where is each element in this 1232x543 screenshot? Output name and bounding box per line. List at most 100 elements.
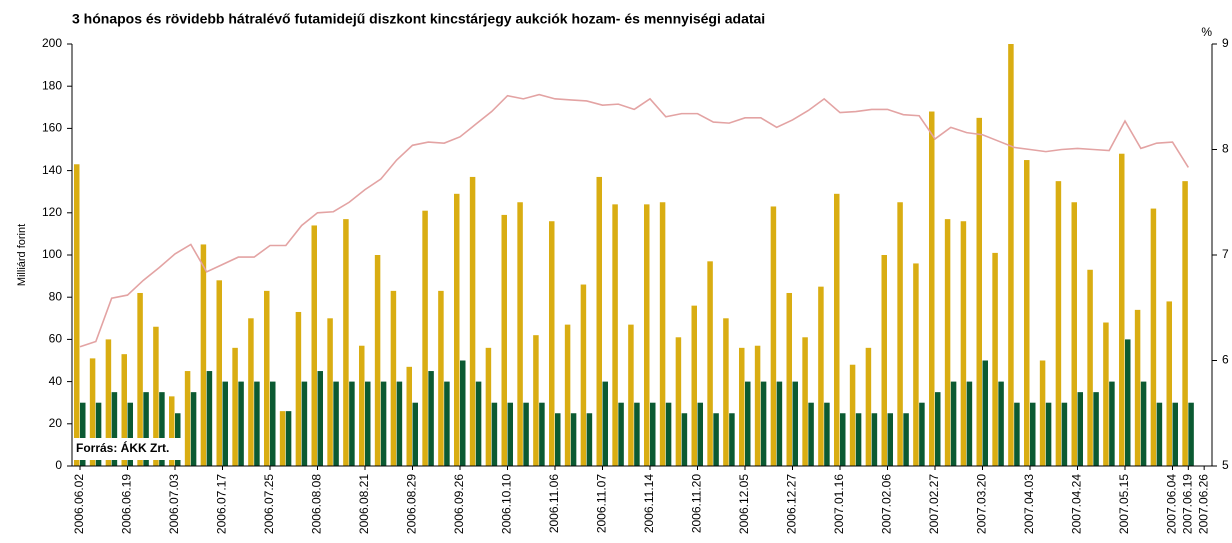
bar (469, 176, 476, 466)
bar (760, 381, 767, 466)
x-tick-label: 2006.08.29 (405, 474, 419, 534)
bar (264, 290, 270, 466)
bar (675, 337, 682, 466)
bar (976, 117, 982, 466)
bar (849, 364, 856, 466)
bar (770, 206, 777, 466)
y-tick-label: 180 (42, 78, 62, 92)
bar (723, 318, 729, 466)
bar (570, 413, 577, 466)
bar (190, 392, 197, 466)
bar (248, 318, 254, 466)
bar (1008, 44, 1014, 466)
bar (460, 360, 466, 466)
y-tick-label: 200 (42, 36, 62, 50)
bar (327, 318, 333, 466)
bar (865, 347, 872, 466)
y2-tick-label: 8 (1222, 142, 1229, 156)
bar (349, 381, 355, 466)
bar (944, 219, 951, 466)
bar (143, 392, 149, 466)
bar (406, 366, 412, 466)
y-tick-label: 120 (42, 205, 62, 219)
bar (121, 354, 127, 466)
bar (517, 202, 523, 466)
bar (982, 360, 988, 466)
bar (485, 347, 492, 466)
bar (881, 255, 887, 466)
bar (396, 381, 403, 466)
bar (1045, 402, 1052, 466)
bar (254, 381, 260, 466)
bar (501, 214, 507, 466)
bar (359, 345, 365, 466)
bar (159, 392, 165, 466)
bar (1039, 360, 1046, 466)
bar (1150, 208, 1157, 466)
bar (802, 337, 808, 466)
y2-tick-label: 7 (1222, 247, 1229, 261)
bar (950, 381, 957, 466)
x-tick-label: 2007.06.19 (1181, 474, 1195, 534)
bar (818, 286, 824, 466)
bar (1014, 402, 1020, 466)
bar (127, 402, 133, 466)
bar (713, 413, 719, 466)
bar (1125, 339, 1131, 466)
bar (1103, 322, 1109, 466)
x-tick-label: 2007.02.27 (927, 474, 941, 534)
bar (618, 402, 624, 466)
bar (1055, 181, 1062, 466)
bar (887, 413, 893, 466)
bar (840, 413, 846, 466)
y-tick-label: 160 (42, 121, 62, 135)
bar (1182, 181, 1188, 466)
y2-axis-label: % (1201, 25, 1212, 39)
x-tick-label: 2006.10.10 (500, 474, 514, 534)
bar (960, 221, 967, 466)
bar (1188, 402, 1194, 466)
y-tick-label: 140 (42, 163, 62, 177)
bar (1087, 269, 1093, 466)
bar (206, 371, 213, 466)
bar (707, 261, 713, 466)
bar (992, 252, 998, 466)
bar (1109, 381, 1115, 466)
bar (665, 402, 672, 466)
bar (380, 381, 387, 466)
bar (745, 381, 751, 466)
bar (564, 324, 571, 466)
bar (111, 392, 118, 466)
x-tick-label: 2006.06.02 (72, 474, 86, 534)
y-tick-label: 100 (42, 247, 62, 261)
bar (871, 413, 878, 466)
x-tick-label: 2007.04.03 (1022, 474, 1036, 534)
bar (216, 280, 222, 466)
bar (333, 381, 339, 466)
bar (412, 402, 418, 466)
bar (295, 311, 302, 466)
bar (374, 255, 381, 466)
bar (365, 381, 371, 466)
bar (238, 381, 244, 466)
bar (786, 292, 792, 466)
bar (834, 193, 840, 466)
bar (285, 411, 292, 466)
bar (628, 324, 634, 466)
bar (1166, 301, 1172, 466)
x-tick-label: 2007.04.24 (1070, 474, 1084, 534)
bar (1024, 160, 1030, 467)
bar (824, 402, 830, 466)
bar (855, 413, 862, 466)
bar (169, 396, 175, 466)
line (79, 93, 1190, 348)
x-tick-label: 2006.11.20 (690, 474, 704, 533)
bar (913, 263, 919, 466)
bar (232, 347, 238, 466)
bar (580, 284, 587, 466)
annotation-bg (74, 438, 182, 460)
bar (200, 244, 207, 466)
bar (105, 339, 112, 466)
x-tick-label: 2007.06.04 (1165, 474, 1179, 534)
bar (89, 358, 96, 466)
